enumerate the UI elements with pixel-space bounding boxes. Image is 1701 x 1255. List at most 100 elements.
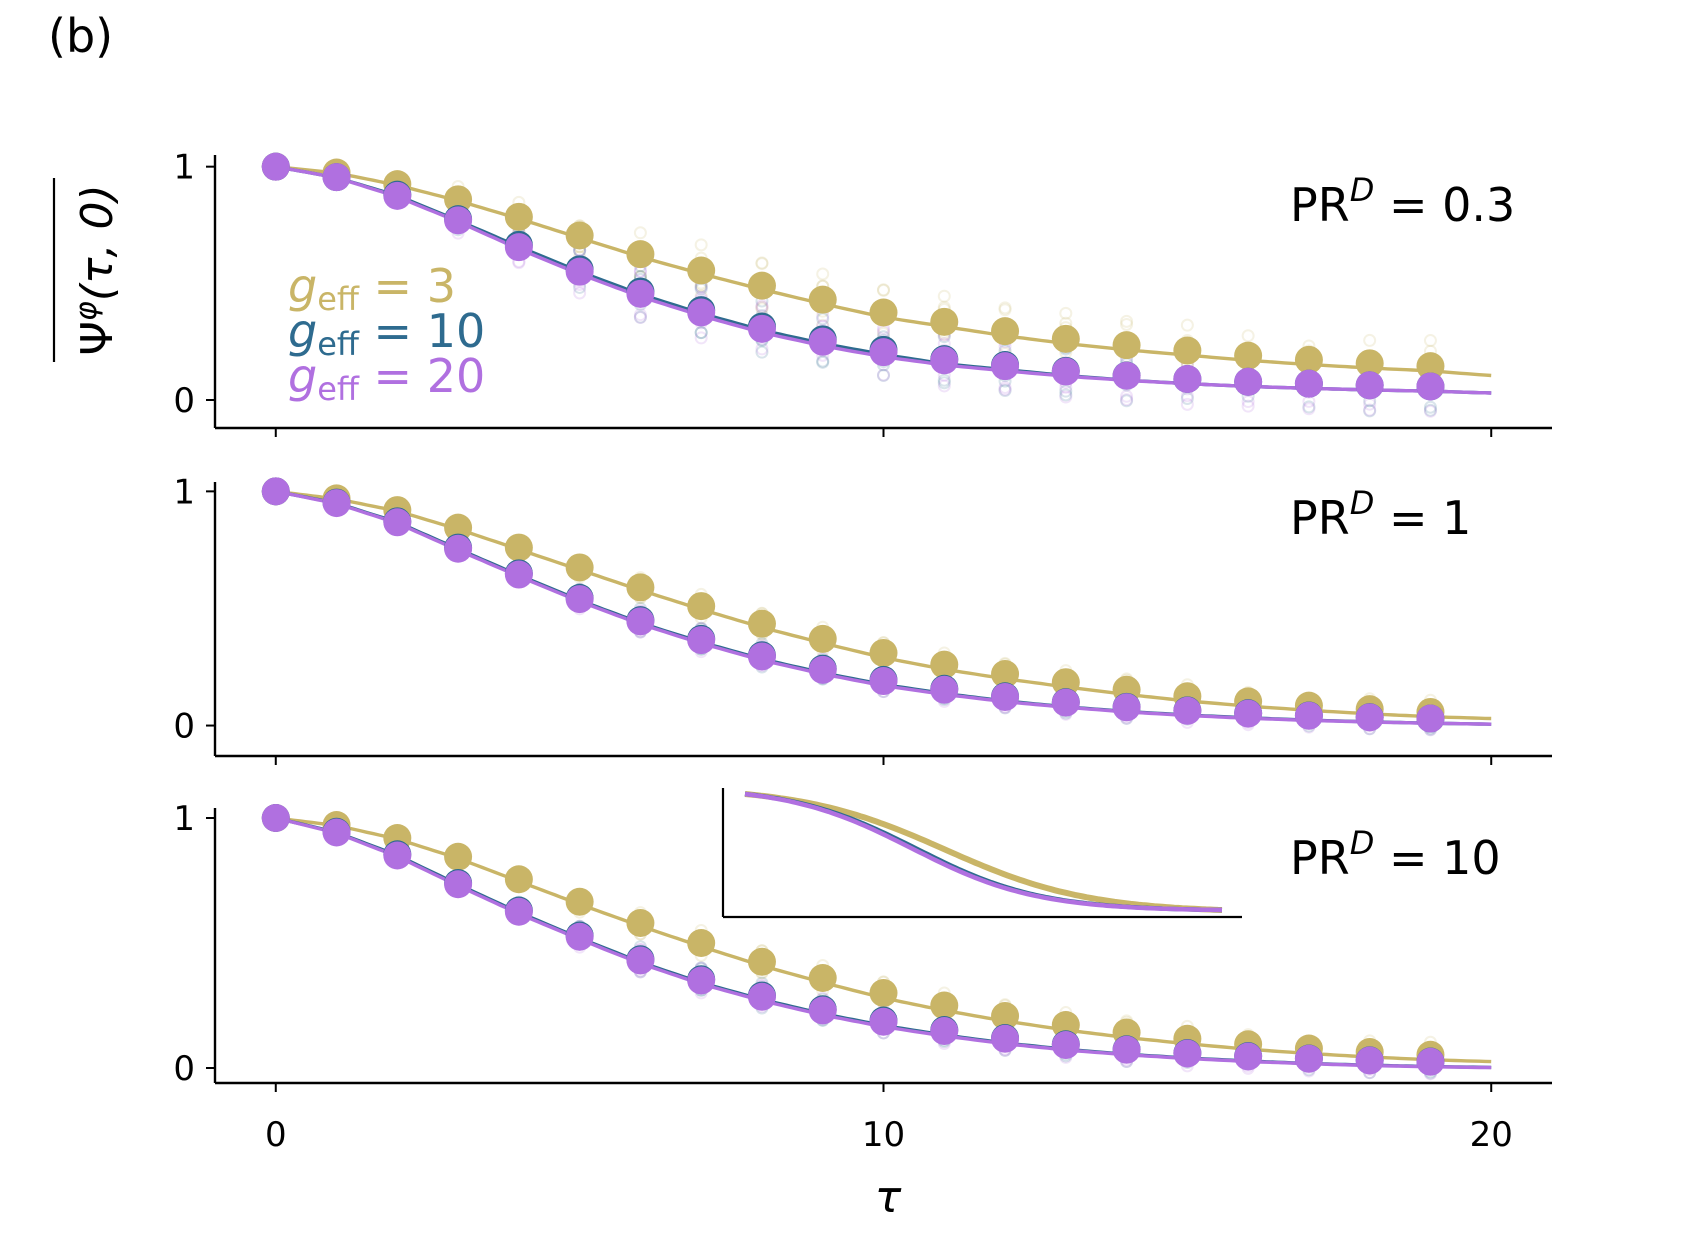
data-point (687, 626, 716, 655)
legend-entry-sub: eff (317, 370, 360, 408)
legend-entry-base: g (288, 304, 317, 358)
trial-point (633, 311, 647, 325)
trial-point (755, 342, 769, 356)
data-point (1051, 1031, 1080, 1059)
data-point (747, 271, 776, 300)
trial-point (1423, 404, 1437, 418)
prd-label-base: PR (1290, 178, 1350, 232)
y-tick-label: 1 (173, 799, 195, 839)
data-point (626, 573, 655, 602)
trial-point (816, 267, 830, 281)
prd-label-base: PR (1290, 831, 1350, 885)
data-point (565, 257, 594, 286)
data-point (1112, 361, 1141, 390)
data-point (626, 279, 655, 308)
data-point (1355, 349, 1384, 378)
trial-point (1363, 333, 1377, 347)
prd-label-sup: D (1350, 171, 1375, 209)
data-point (565, 922, 594, 951)
panel-prd-label: PRD = 0.3 (1290, 171, 1515, 232)
trial-point (755, 257, 769, 271)
data-point (930, 675, 959, 704)
data-point (1294, 345, 1323, 374)
inset-curve (744, 791, 1223, 913)
trial-point (1423, 334, 1437, 348)
data-point (930, 650, 959, 679)
trial-point (816, 355, 830, 369)
trial-point (998, 383, 1012, 397)
data-point (747, 947, 776, 976)
legend-entry-value: = 20 (359, 349, 485, 403)
data-point (930, 307, 959, 336)
y-tick-label: 0 (173, 707, 195, 747)
x-tick-label: 0 (265, 1115, 287, 1155)
data-point (1234, 367, 1263, 396)
data-point (1234, 699, 1263, 728)
x-axis-label: τ (875, 1172, 902, 1223)
data-point (869, 979, 898, 1007)
legend-entry-sub: eff (317, 325, 360, 363)
data-point (504, 233, 533, 262)
trial-point (937, 289, 951, 303)
data-point (1051, 668, 1080, 697)
data-point (687, 592, 716, 621)
data-point (747, 982, 776, 1011)
data-point (322, 818, 351, 847)
data-point (383, 841, 412, 870)
data-point (808, 996, 837, 1025)
data-point (444, 842, 473, 871)
data-point (565, 585, 594, 614)
data-point (626, 909, 655, 937)
trial-point (633, 226, 647, 240)
x-tick-label: 20 (1470, 1115, 1513, 1155)
legend-entry-value: = 3 (359, 259, 456, 313)
data-point (1234, 341, 1263, 370)
prd-label-sup: D (1350, 484, 1375, 522)
data-point (808, 964, 837, 992)
trial-point (937, 379, 951, 393)
trial-point (1180, 318, 1194, 332)
trial-point (1059, 306, 1073, 320)
data-point (991, 1024, 1020, 1053)
y-tick-label: 0 (173, 1049, 195, 1089)
data-point (991, 660, 1020, 689)
data-point (261, 152, 290, 181)
data-point (626, 240, 655, 269)
trial-point (1302, 400, 1316, 414)
data-point (869, 1007, 898, 1036)
data-point (808, 624, 837, 653)
data-point (1051, 1011, 1080, 1039)
data-point (1051, 357, 1080, 386)
trial-point (1120, 317, 1134, 331)
prd-label-sup: D (1350, 824, 1375, 862)
legend-entry-value: = 10 (359, 304, 485, 358)
data-point (869, 338, 898, 367)
x-tick-label: 10 (862, 1115, 905, 1155)
x-ticks: 0 10 20 (265, 1115, 1513, 1155)
data-point (687, 966, 716, 995)
trial-point (1180, 397, 1194, 411)
panel-prd-label: PRD = 1 (1290, 484, 1471, 545)
data-point (747, 642, 776, 671)
legend-entry: geff = 3 (288, 259, 456, 318)
legend-entry-base: g (288, 349, 317, 403)
data-point (565, 553, 594, 582)
trial-point (998, 303, 1012, 317)
data-point (1051, 324, 1080, 353)
trial-point (998, 383, 1012, 397)
legend-entry: geff = 10 (288, 304, 485, 363)
data-point (1294, 1044, 1323, 1073)
trial-point (1363, 404, 1377, 418)
data-point (808, 285, 837, 314)
data-point (1416, 1047, 1445, 1076)
data-point (991, 1002, 1020, 1030)
prd-label-value: = 1 (1374, 491, 1471, 545)
trial-point (1423, 403, 1437, 417)
data-point (687, 929, 716, 957)
data-point (1355, 1046, 1384, 1075)
trial-point (1120, 314, 1134, 328)
trial-point (755, 299, 769, 313)
data-point (504, 865, 533, 894)
data-point (1416, 352, 1445, 381)
data-point (504, 533, 533, 562)
